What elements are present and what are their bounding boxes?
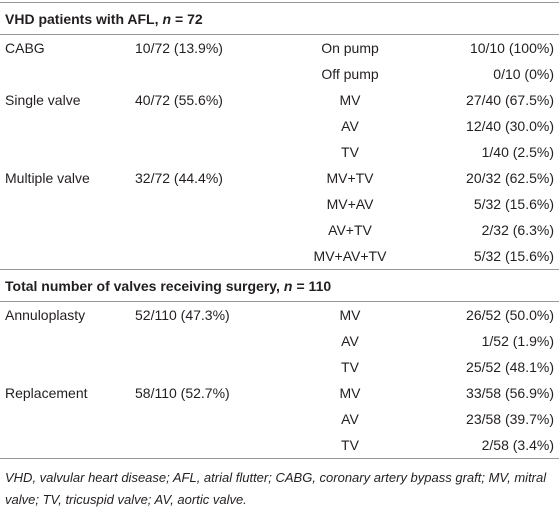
section-row: Total number of valves receiving surgery… [0, 269, 559, 302]
cell [130, 354, 280, 380]
item-count: 26/52 (50.0%) [466, 307, 554, 323]
item-count: 1/52 (1.9%) [481, 333, 554, 349]
item-count: 5/32 (15.6%) [420, 243, 559, 270]
item-name: AV [341, 118, 359, 134]
table-row: Single valve 40/72 (55.6%) MV 27/40 (67.5%) [0, 87, 559, 113]
table-row: AV 23/58 (39.7%) [0, 406, 559, 432]
item-name: AV [341, 333, 359, 349]
cell [130, 113, 280, 139]
section-var: n [162, 10, 172, 27]
item-name: AV [341, 411, 359, 427]
item-name: MV [339, 92, 361, 108]
table-row: TV 1/40 (2.5%) [0, 139, 559, 165]
group-total: 10/72 (13.9%) [135, 40, 223, 56]
table-row: Off pump 0/10 (0%) [0, 61, 559, 87]
cell [130, 432, 280, 459]
cell [0, 113, 130, 139]
table-row: AV 1/52 (1.9%) [0, 328, 559, 354]
item-count: 12/40 (30.0%) [466, 118, 554, 134]
section-row: VHD patients with AFL, n = 72 [0, 2, 559, 35]
section-var: n [283, 277, 293, 294]
section-label: Total number of valves receiving surgery… [5, 277, 280, 294]
item-count: 27/40 (67.5%) [466, 92, 554, 108]
cell [130, 243, 280, 270]
item-count: 1/40 (2.5%) [481, 144, 554, 160]
item-count: 33/58 (56.9%) [466, 385, 554, 401]
group-name: Annuloplasty [5, 307, 86, 323]
cell [130, 139, 280, 165]
section-title: VHD patients with AFL, n = 72 [0, 2, 559, 35]
section-label: VHD patients with AFL, [5, 10, 159, 27]
table-row: Replacement 58/110 (52.7%) MV 33/58 (56.9%) [0, 380, 559, 406]
item-name: Off pump [321, 66, 379, 82]
cell [130, 61, 280, 87]
item-name: MV+AV+TV [280, 243, 420, 270]
item-count: 2/58 (3.4%) [420, 432, 559, 459]
cell [130, 191, 280, 217]
table-row: Multiple valve 32/72 (44.4%) MV+TV 20/32 (6… [0, 165, 559, 191]
data-table: VHD patients with AFL, n = 72 CABG 10/72 (13… [0, 2, 559, 459]
item-count: 20/32 (62.5%) [466, 170, 554, 186]
table-row: AV+TV 2/32 (6.3%) [0, 217, 559, 243]
section-title: Total number of valves receiving surgery… [0, 269, 559, 302]
item-name: MV+AV [326, 196, 374, 212]
item-name: MV+TV [326, 170, 374, 186]
table-row: TV 2/58 (3.4%) [0, 432, 559, 459]
item-name: On pump [321, 40, 379, 56]
cell [130, 406, 280, 432]
item-name: TV [280, 432, 420, 459]
table-row: AV 12/40 (30.0%) [0, 113, 559, 139]
group-name: Single valve [5, 92, 81, 108]
item-count: 10/10 (100%) [469, 40, 554, 56]
group-name: CABG [5, 40, 45, 56]
group-total: 40/72 (55.6%) [135, 92, 223, 108]
table-row: TV 25/52 (48.1%) [0, 354, 559, 380]
group-name: Multiple valve [5, 170, 90, 186]
item-count: 23/58 (39.7%) [466, 411, 554, 427]
cell [0, 61, 130, 87]
table-body: VHD patients with AFL, n = 72 CABG 10/72 (13… [0, 2, 559, 459]
group-total: 32/72 (44.4%) [135, 170, 223, 186]
table-row: MV+AV 5/32 (15.6%) [0, 191, 559, 217]
cell [0, 328, 130, 354]
table-row: CABG 10/72 (13.9%) On pump 10/10 (100%) [0, 35, 559, 62]
cell [0, 432, 130, 459]
cell [130, 328, 280, 354]
table-row: Annuloplasty 52/110 (47.3%) MV 26/52 (50.0%… [0, 302, 559, 329]
item-count: 2/32 (6.3%) [481, 222, 554, 238]
table-row: MV+AV+TV 5/32 (15.6%) [0, 243, 559, 270]
cell [0, 243, 130, 270]
item-count: 25/52 (48.1%) [466, 359, 554, 375]
item-name: TV [341, 359, 359, 375]
cell [0, 354, 130, 380]
section-value: = 72 [175, 10, 203, 27]
cell [0, 217, 130, 243]
item-name: MV [339, 307, 361, 323]
cell [0, 139, 130, 165]
cell [0, 191, 130, 217]
cell [130, 217, 280, 243]
footnote: VHD, valvular heart disease; AFL, atrial… [5, 470, 547, 507]
group-total: 52/110 (47.3%) [135, 307, 230, 323]
item-count: 5/32 (15.6%) [473, 196, 554, 212]
group-name: Replacement [5, 385, 88, 401]
item-name: TV [341, 144, 359, 160]
item-count: 0/10 (0%) [493, 66, 554, 82]
section-value: = 110 [296, 277, 332, 294]
item-name: AV+TV [328, 222, 372, 238]
item-name: MV [339, 385, 361, 401]
cell [0, 406, 130, 432]
group-total: 58/110 (52.7%) [135, 385, 230, 401]
